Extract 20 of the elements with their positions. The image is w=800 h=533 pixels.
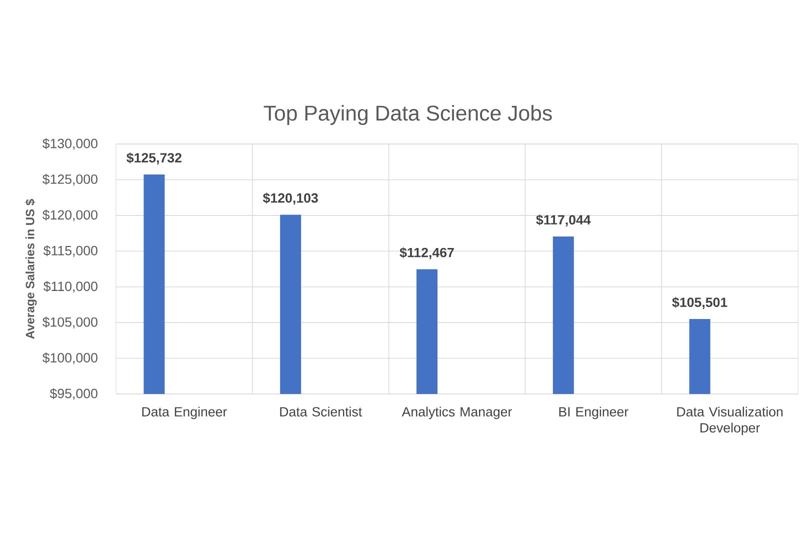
y-axis-title: Average Salaries in US $ <box>25 199 37 339</box>
x-tick-label: Data Scientist <box>280 406 362 416</box>
y-tick-label: $125,000 <box>42 174 98 186</box>
y-tick-label: $115,000 <box>43 245 98 257</box>
x-tick-label: Data Visualization Developer <box>677 406 783 436</box>
y-tick-label: $100,000 <box>42 352 98 364</box>
data-label: $105,501 <box>672 296 728 309</box>
x-tick-label: BI Engineer <box>559 406 628 420</box>
x-tick-label: Data Engineer <box>142 406 227 420</box>
data-label: $120,103 <box>262 192 318 205</box>
y-tick-label: $130,000 <box>42 138 98 150</box>
y-tick-label: $120,000 <box>42 210 98 222</box>
chart-title: Top Paying Data Science Jobs <box>264 105 552 125</box>
y-tick-label: $95,000 <box>50 388 98 400</box>
y-tick-label: $110,000 <box>43 281 98 293</box>
x-tick-label: Analytics Manager <box>402 406 512 420</box>
data-label: $112,467 <box>400 247 454 260</box>
data-label: $117,044 <box>536 214 591 227</box>
y-tick-label: $105,000 <box>42 316 98 328</box>
data-label: $125,732 <box>126 152 182 164</box>
